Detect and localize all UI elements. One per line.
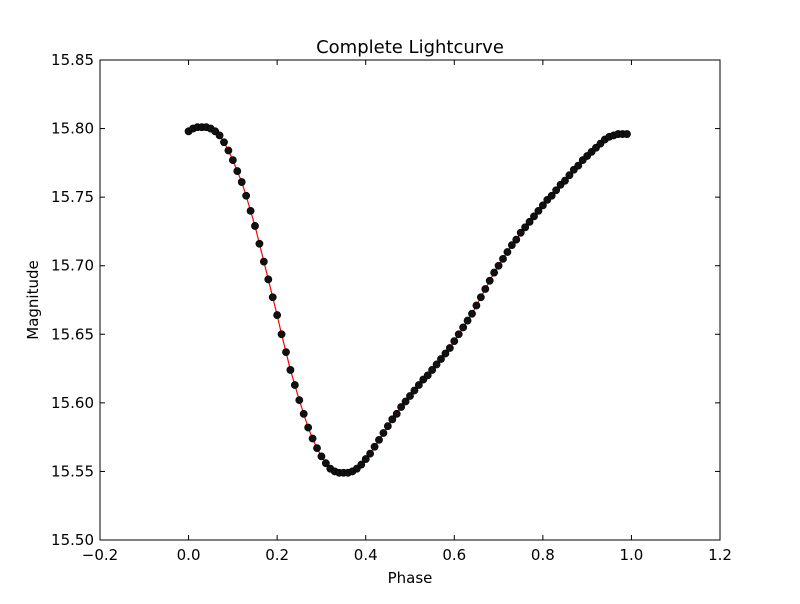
- data-point: [485, 276, 494, 285]
- data-point: [392, 409, 401, 418]
- data-point: [313, 444, 321, 453]
- data-point: [264, 275, 273, 284]
- data-point: [375, 435, 383, 444]
- data-point: [432, 360, 441, 369]
- data-point: [242, 191, 251, 200]
- data-point: [468, 309, 476, 318]
- data-point: [357, 460, 366, 469]
- data-point: [282, 348, 290, 357]
- data-point: [494, 261, 503, 270]
- data-point: [304, 423, 313, 432]
- x-tick-label: 0.4: [354, 546, 378, 564]
- y-tick-label: 15.60: [51, 394, 94, 412]
- data-point: [512, 235, 521, 244]
- data-point: [317, 452, 326, 461]
- data-point: [490, 268, 499, 277]
- data-point: [259, 257, 268, 266]
- data-point: [410, 386, 419, 395]
- data-point: [233, 167, 242, 175]
- data-point: [445, 344, 454, 352]
- y-tick-label: 15.80: [51, 120, 94, 138]
- data-point: [379, 429, 388, 437]
- x-tick-label: 1.0: [619, 546, 643, 564]
- data-point: [414, 381, 423, 389]
- data-point: [308, 434, 317, 443]
- data-point: [255, 239, 264, 248]
- plot-frame: [99, 59, 721, 541]
- data-point: [277, 330, 286, 339]
- y-tick-label: 15.65: [51, 325, 94, 343]
- data-point: [463, 316, 472, 325]
- data-point: [437, 355, 445, 363]
- chart-title: Complete Lightcurve: [316, 37, 504, 58]
- data-point: [538, 201, 547, 210]
- data-point: [215, 131, 224, 140]
- data-point: [454, 330, 463, 339]
- y-tick-label: 15.75: [51, 188, 94, 206]
- data-point: [530, 212, 538, 221]
- data-point: [366, 449, 375, 458]
- data-point: [246, 206, 255, 215]
- data-point: [623, 130, 631, 138]
- x-tick-label: 1.2: [708, 546, 732, 564]
- x-tick-label: 0.2: [265, 546, 289, 564]
- data-point: [290, 381, 299, 389]
- y-tick-label: 15.50: [51, 531, 94, 549]
- data-point: [321, 459, 330, 468]
- plot-area: −0.2 0.0 0.2 0.4 0.6 0.8 1.0 1.2 15.50 15.55 15.60…: [51, 51, 732, 564]
- data-point: [565, 171, 574, 180]
- data-point: [224, 146, 233, 155]
- data-point: [516, 228, 525, 237]
- data-point: [273, 311, 282, 319]
- data-point: [476, 293, 485, 302]
- x-tick-label: 0.6: [442, 546, 466, 564]
- data-point: [574, 161, 583, 170]
- data-point: [450, 337, 459, 346]
- data-point: [388, 415, 397, 424]
- y-tick-label: 15.85: [51, 51, 94, 69]
- data-point: [295, 396, 304, 405]
- data-point: [441, 349, 450, 358]
- data-point: [370, 442, 379, 451]
- data-point: [459, 323, 468, 332]
- data-point: [428, 366, 437, 374]
- data-point: [481, 285, 490, 293]
- data-point: [507, 241, 516, 250]
- data-point: [552, 186, 561, 195]
- data-point: [406, 392, 414, 400]
- data-point: [220, 138, 228, 147]
- data-point: [534, 206, 543, 215]
- x-tick-label: 0.8: [531, 546, 555, 564]
- data-point: [361, 455, 370, 463]
- y-tick-label: 15.70: [51, 257, 94, 275]
- x-tick-label: −0.2: [82, 546, 118, 564]
- data-point: [228, 156, 237, 165]
- data-point: [299, 409, 308, 418]
- data-point: [268, 293, 277, 302]
- x-axis-label: Phase: [388, 569, 433, 587]
- data-point: [547, 191, 556, 200]
- data-point: [237, 178, 246, 186]
- data-point: [472, 301, 481, 310]
- data-point: [251, 222, 259, 230]
- data-point: [521, 223, 530, 232]
- data-point: [423, 371, 432, 380]
- x-tick-label: 0.0: [177, 546, 201, 564]
- data-point: [499, 254, 507, 263]
- data-point: [397, 403, 406, 411]
- y-tick-label: 15.55: [51, 462, 94, 480]
- data-point: [561, 176, 569, 185]
- y-axis-label: Magnitude: [24, 260, 42, 339]
- data-point: [286, 366, 295, 374]
- data-point: [525, 217, 534, 226]
- data-point: [503, 248, 512, 256]
- data-point: [383, 422, 392, 431]
- data-point: [401, 397, 410, 406]
